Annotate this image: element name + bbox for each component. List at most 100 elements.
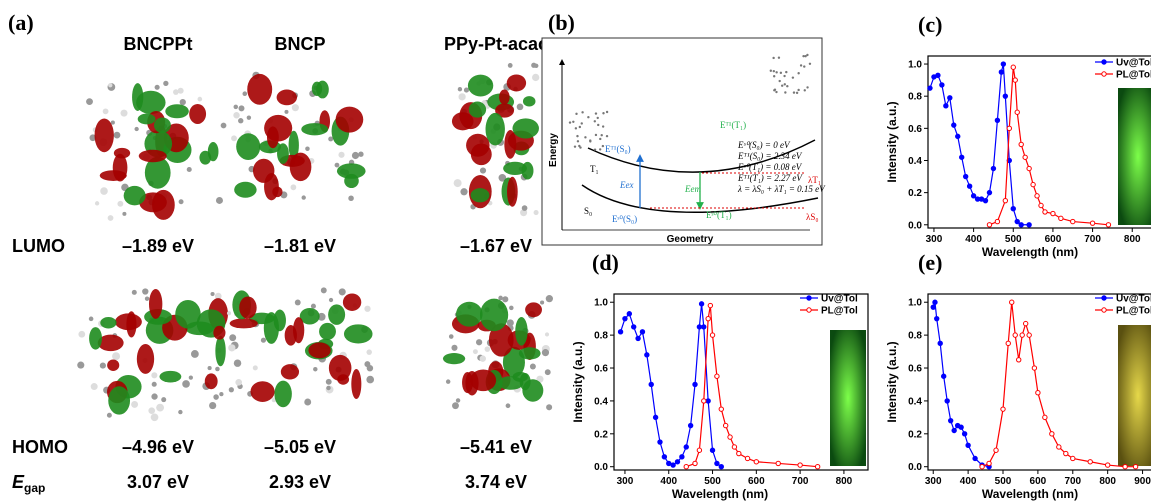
- molecule-sketch: [576, 140, 580, 143]
- atom: [313, 367, 318, 372]
- axis-title: Energy: [548, 133, 559, 167]
- atom: [215, 196, 223, 204]
- axis-title: Geometry: [667, 234, 714, 245]
- atom: [484, 346, 491, 352]
- lobe: [525, 302, 542, 318]
- molecule-sketch: [775, 90, 778, 94]
- atom: [506, 319, 514, 327]
- atom: [77, 361, 85, 369]
- atom: [252, 365, 258, 371]
- atom: [498, 295, 503, 301]
- lobe: [503, 161, 527, 175]
- data-point: [1132, 464, 1139, 470]
- atom: [188, 375, 193, 380]
- atom: [233, 359, 242, 367]
- y-tick-label: 1.0: [908, 60, 922, 71]
- atom: [163, 80, 169, 87]
- atom: [366, 349, 372, 355]
- lobe: [132, 83, 144, 111]
- atom: [516, 103, 524, 111]
- lobe: [467, 74, 494, 97]
- energy-value: –1.89 eV: [122, 236, 194, 256]
- x-tick-label: 800: [836, 476, 853, 487]
- lobe: [522, 96, 536, 107]
- molecule-sketch: [769, 69, 773, 72]
- y-axis-title: Intensity (a.u.): [885, 101, 899, 182]
- data-point: [731, 444, 738, 450]
- molecule-sketch: [568, 121, 572, 124]
- atom: [334, 162, 340, 168]
- lobe: [519, 373, 531, 391]
- atom: [207, 366, 212, 371]
- data-point: [982, 197, 989, 204]
- atom: [479, 355, 486, 362]
- lobe: [497, 376, 524, 390]
- equation: Eᵀ¹(T₁) = 2.27 eV: [737, 173, 803, 183]
- lobe: [229, 318, 258, 329]
- data-point: [670, 462, 676, 468]
- x-tick-label: 300: [926, 234, 943, 245]
- atom: [463, 87, 470, 93]
- data-point: [1022, 320, 1029, 327]
- atom: [228, 387, 234, 393]
- lobe: [506, 74, 527, 92]
- lobe: [153, 117, 171, 134]
- lobe: [344, 173, 359, 189]
- atom: [173, 89, 179, 95]
- lobe: [299, 307, 320, 325]
- data-point: [935, 72, 941, 78]
- x-tick-label: 600: [1045, 234, 1062, 245]
- y-tick-label: 0.4: [908, 396, 922, 407]
- atom: [452, 402, 459, 410]
- row-label: Egap: [12, 472, 45, 495]
- atom: [260, 337, 267, 343]
- atom: [544, 332, 550, 337]
- series-line: [686, 305, 818, 468]
- molecule-sketch: [572, 120, 575, 123]
- panel-b: (b) Energy Geometry T₁ S₀ Eᵀ¹(S₀) Eem Ee…: [541, 10, 826, 246]
- data-point: [744, 455, 751, 462]
- data-point: [1035, 389, 1041, 396]
- x-tick-label: 500: [1005, 234, 1022, 245]
- molecule-sketch: [594, 133, 598, 137]
- data-point: [639, 329, 646, 335]
- data-point: [1038, 202, 1044, 209]
- atom: [534, 63, 539, 68]
- sample-photo: [1118, 88, 1151, 225]
- data-point: [994, 218, 1001, 225]
- data-point: [934, 315, 940, 322]
- lobe: [288, 130, 299, 160]
- panel-label: (a): [8, 10, 34, 35]
- atom: [229, 334, 237, 342]
- lobe: [215, 335, 226, 367]
- lobe: [138, 149, 167, 163]
- molecule-sketch: [573, 145, 577, 148]
- data-point: [998, 69, 1005, 75]
- x-tick-label: 300: [617, 476, 634, 487]
- x-tick-label: 700: [1084, 234, 1101, 245]
- molecule-sketch: [594, 112, 598, 115]
- molecule-sketch: [785, 70, 788, 74]
- atom: [233, 104, 239, 110]
- data-point: [1026, 165, 1032, 172]
- y-tick-label: 0.0: [908, 220, 922, 231]
- y-tick-label: 0.8: [908, 92, 922, 103]
- data-point: [1022, 154, 1028, 160]
- atom: [151, 381, 157, 387]
- atom: [498, 173, 507, 182]
- atom: [90, 383, 98, 391]
- atom: [351, 151, 360, 160]
- molecule-sketch: [601, 125, 605, 128]
- data-point: [674, 459, 681, 465]
- x-axis-title: Wavelength (nm): [982, 245, 1078, 259]
- data-point: [1006, 125, 1012, 132]
- x-tick-label: 900: [1134, 476, 1151, 487]
- data-point: [1058, 215, 1064, 222]
- legend-label: PL@Tol: [1116, 306, 1151, 317]
- legend-marker: [1101, 295, 1107, 301]
- atom: [117, 200, 124, 207]
- atom: [113, 131, 121, 139]
- data-point: [709, 332, 716, 338]
- atom: [532, 73, 540, 82]
- molecule-sketch: [593, 120, 597, 123]
